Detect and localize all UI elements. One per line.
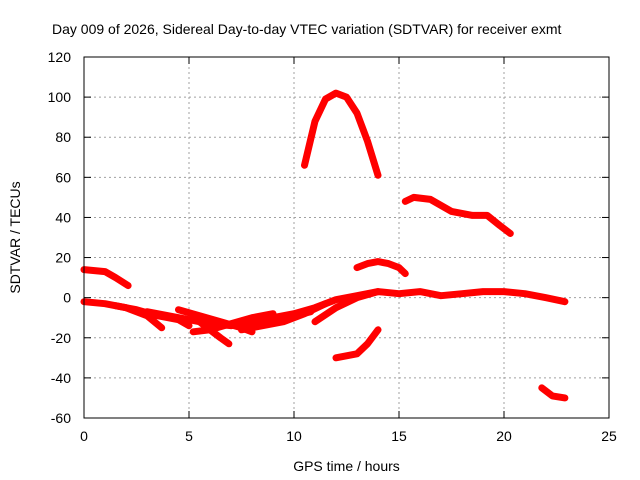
series-arc-6 — [196, 318, 233, 348]
series-arc-15 — [538, 384, 569, 402]
y-tick-label: 100 — [48, 89, 72, 105]
x-axis-title: GPS time / hours — [293, 458, 400, 474]
y-tick-label: -20 — [51, 330, 71, 346]
ticks — [83, 56, 610, 419]
chart-title: Day 009 of 2026, Sidereal Day-to-day VTE… — [52, 21, 561, 37]
series-arc-9 — [248, 308, 315, 324]
y-tick-label: 60 — [55, 169, 71, 185]
x-tick-label: 0 — [80, 428, 88, 444]
series-arc-1 — [80, 266, 132, 290]
series-arc-13 — [353, 258, 409, 278]
tick-labels: 0 5 10 15 20 25 -60 -40 -20 0 20 40 60 80 100 120 — [48, 49, 617, 444]
x-tick-label: 25 — [601, 428, 617, 444]
y-axis-title: SDTVAR / TECUs — [7, 181, 23, 293]
series-arc-12 — [332, 326, 382, 362]
series-arc-14 — [401, 193, 514, 237]
series-arc-11 — [301, 89, 382, 179]
series-layer — [80, 89, 569, 402]
x-tick-label: 5 — [185, 428, 193, 444]
series-arc-10 — [311, 288, 382, 326]
x-tick-label: 15 — [391, 428, 407, 444]
y-tick-label: 40 — [55, 209, 71, 225]
x-tick-label: 10 — [286, 428, 302, 444]
plot-frame — [83, 56, 610, 419]
y-tick-label: 120 — [48, 49, 72, 65]
grid — [84, 57, 609, 418]
x-tick-label: 20 — [496, 428, 512, 444]
y-tick-label: -60 — [51, 410, 71, 426]
y-tick-label: 80 — [55, 129, 71, 145]
y-tick-label: -40 — [51, 370, 71, 386]
y-tick-label: 0 — [63, 290, 71, 306]
y-tick-label: 20 — [55, 250, 71, 266]
